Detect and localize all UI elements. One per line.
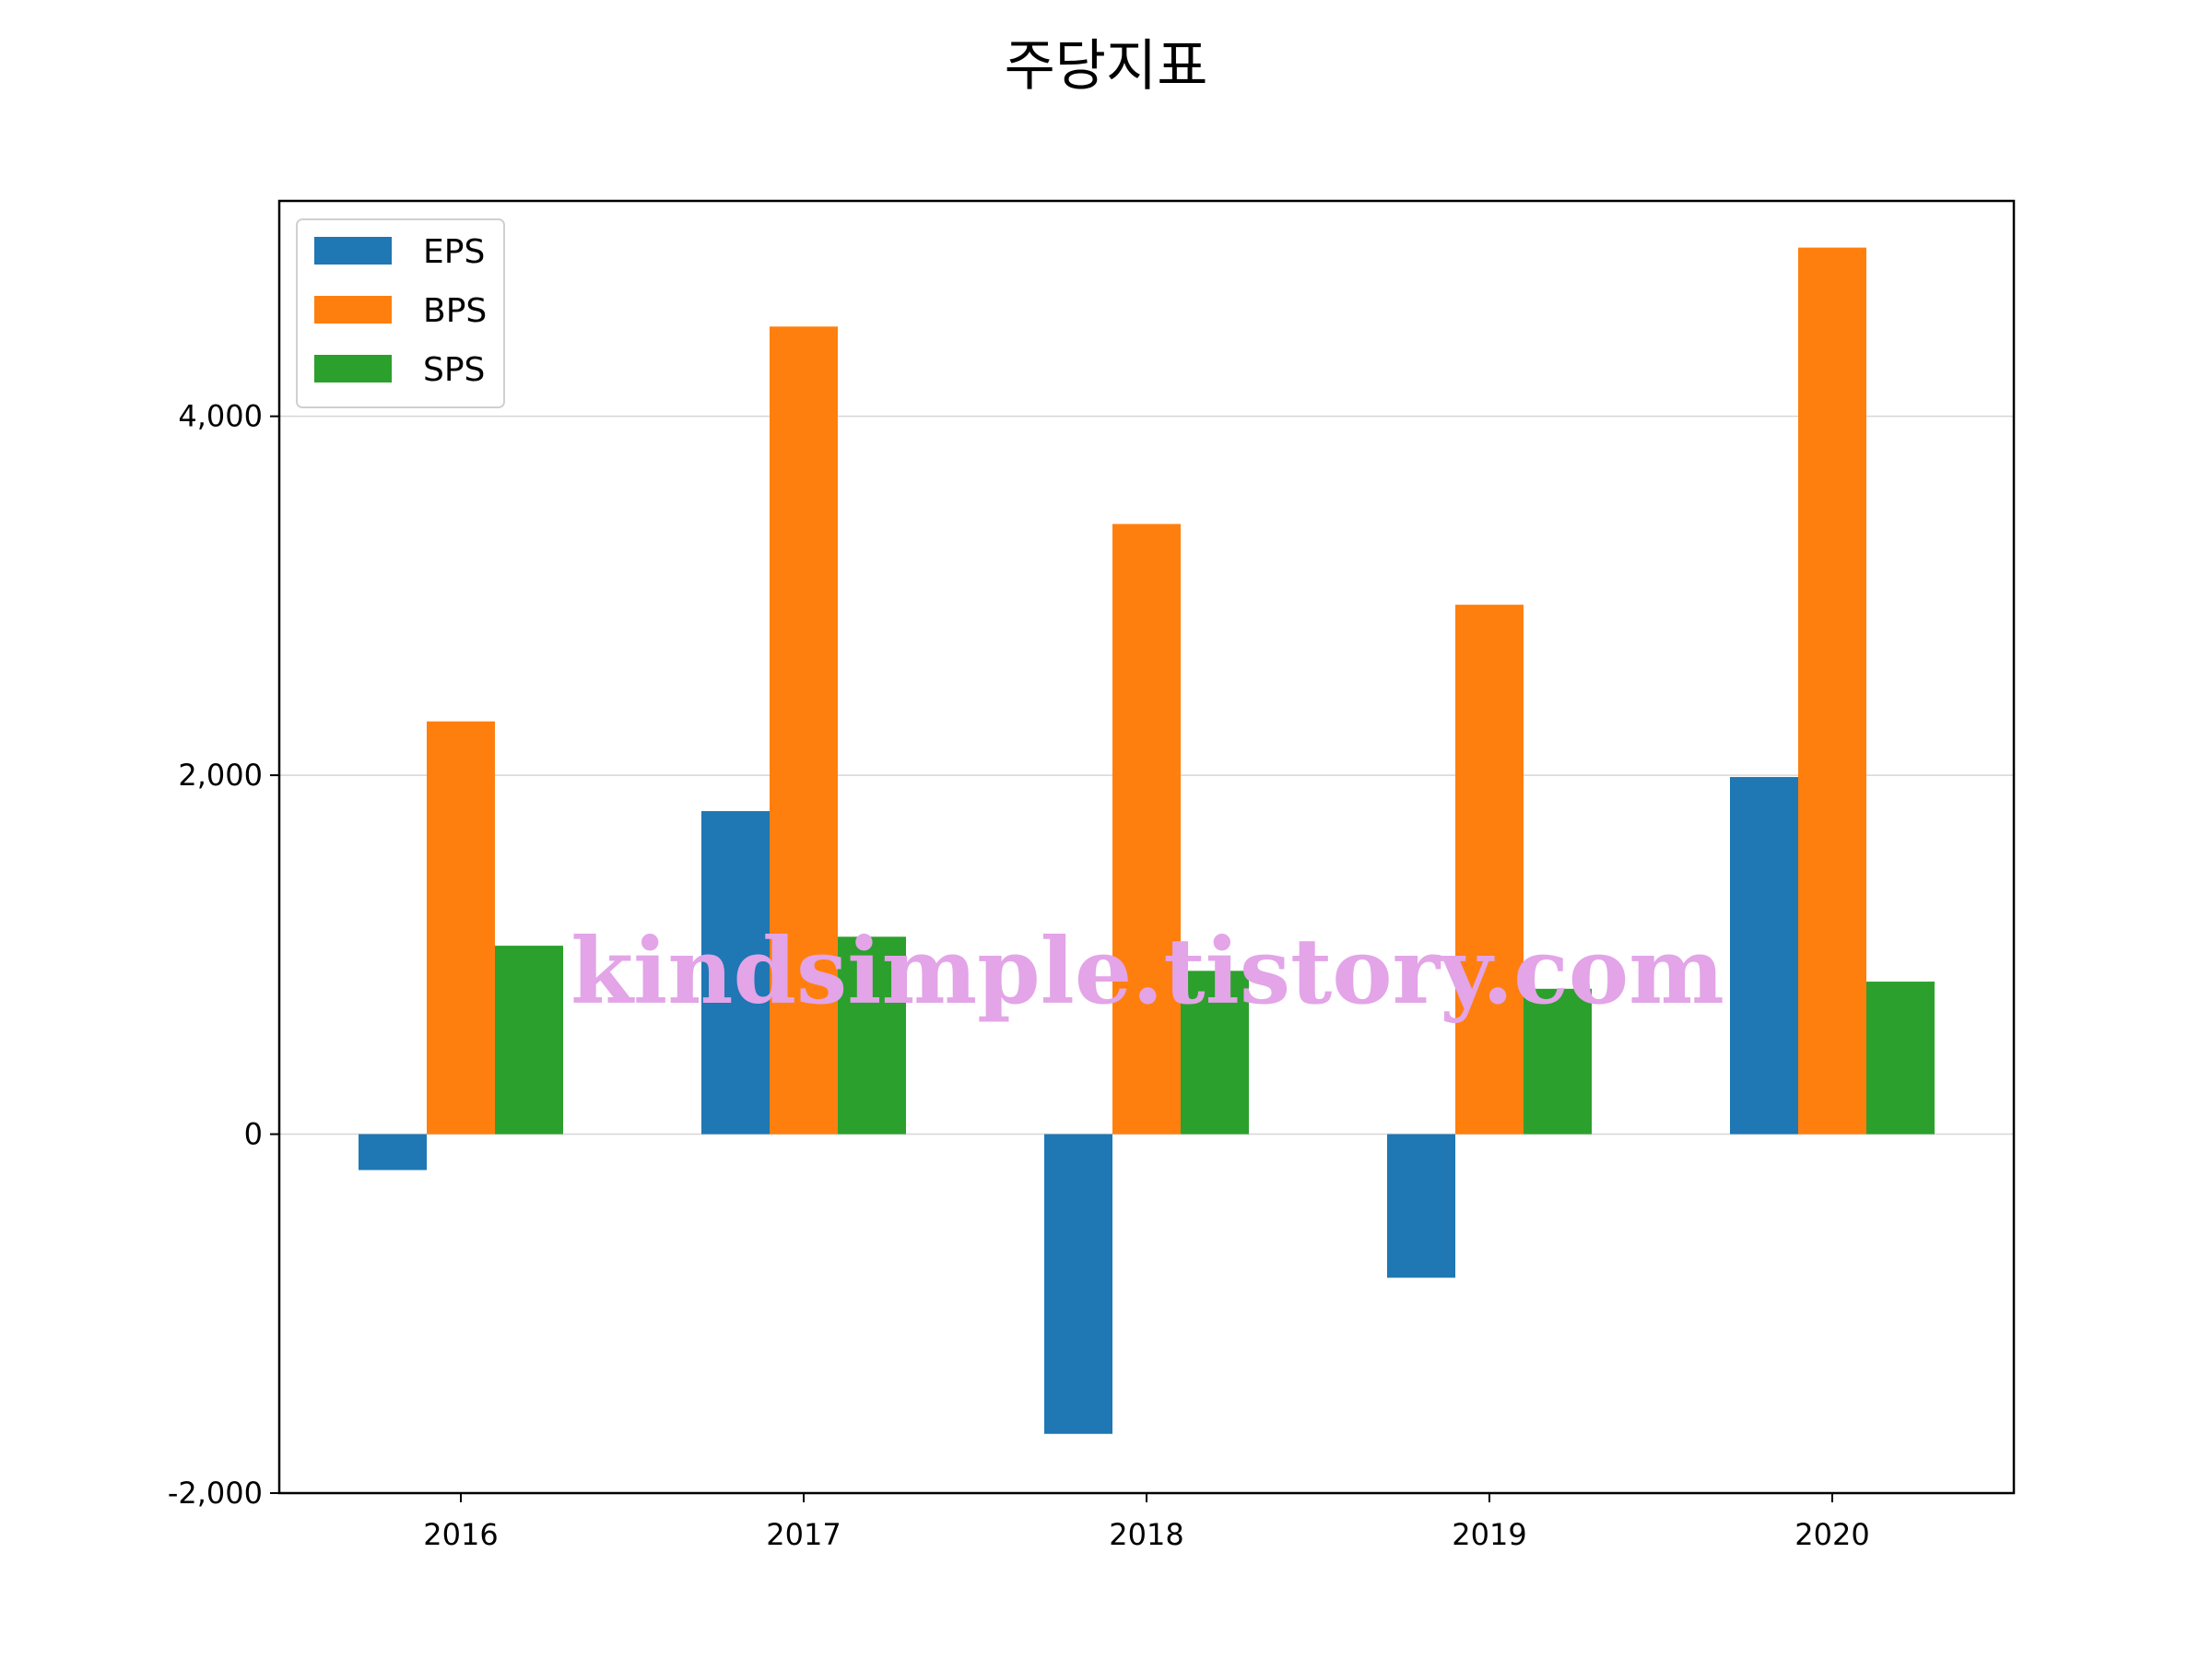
bar-eps-2018 bbox=[1044, 1134, 1112, 1434]
watermark: kindsimple.tistory.com bbox=[571, 919, 1724, 1025]
bar-sps-2019 bbox=[1524, 988, 1592, 1135]
bar-sps-2016 bbox=[495, 946, 563, 1135]
bar-bps-2016 bbox=[427, 721, 495, 1135]
bars bbox=[359, 247, 1935, 1434]
bar-eps-2016 bbox=[359, 1134, 427, 1171]
y-tick-label: -2,000 bbox=[168, 1476, 263, 1511]
y-tick-label: 4,000 bbox=[178, 399, 263, 434]
bar-bps-2018 bbox=[1112, 524, 1181, 1135]
legend-label-sps: SPS bbox=[423, 351, 485, 389]
bar-sps-2020 bbox=[1866, 982, 1935, 1135]
bar-bps-2019 bbox=[1455, 605, 1524, 1135]
bar-eps-2020 bbox=[1730, 777, 1798, 1135]
x-tick-label: 2019 bbox=[1452, 1517, 1526, 1552]
bar-sps-2018 bbox=[1181, 971, 1249, 1135]
legend-swatch-bps bbox=[314, 296, 392, 324]
bar-eps-2017 bbox=[701, 811, 770, 1135]
legend-swatch-eps bbox=[314, 237, 392, 265]
chart-title: 주당지표 bbox=[1005, 34, 1208, 99]
y-tick-label: 0 bbox=[244, 1117, 263, 1152]
x-tick-label: 2018 bbox=[1109, 1517, 1183, 1552]
x-tick-label: 2020 bbox=[1794, 1517, 1869, 1552]
legend-label-eps: EPS bbox=[423, 233, 485, 271]
bar-bps-2020 bbox=[1798, 247, 1866, 1135]
bar-eps-2019 bbox=[1387, 1134, 1455, 1278]
legend-swatch-sps bbox=[314, 355, 392, 382]
bar-sps-2017 bbox=[838, 936, 906, 1135]
legend[interactable]: EPS BPS SPS bbox=[296, 218, 505, 408]
x-tick-label: 2016 bbox=[423, 1517, 498, 1552]
bar-bps-2017 bbox=[770, 326, 838, 1135]
x-tick-label: 2017 bbox=[766, 1517, 841, 1552]
legend-label-bps: BPS bbox=[423, 292, 487, 330]
axes: -2,000 0 2,000 4,000 2016 2017 2018 2019 2020 bbox=[168, 399, 1870, 1552]
y-tick-label: 2,000 bbox=[178, 758, 263, 793]
